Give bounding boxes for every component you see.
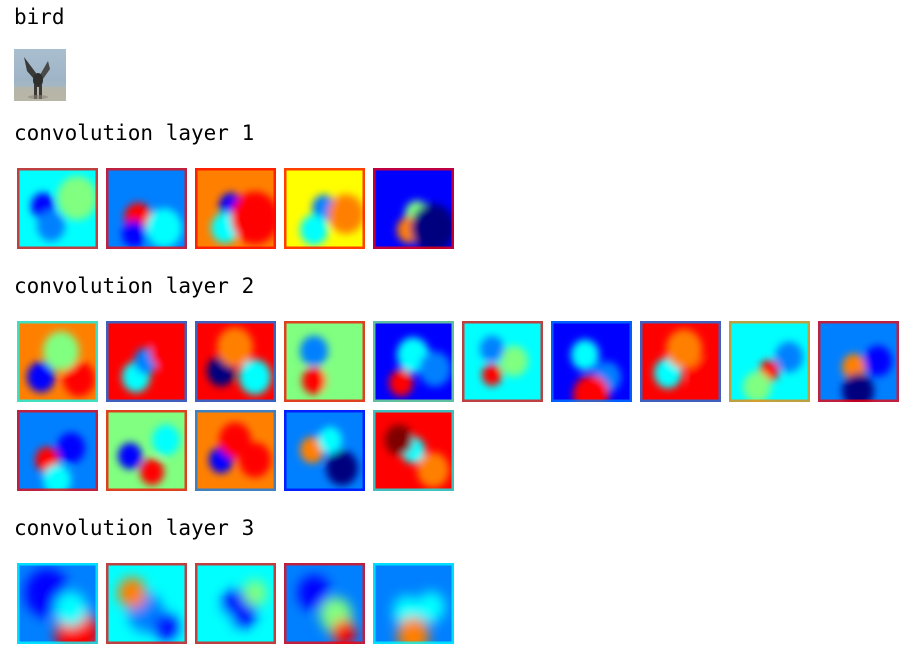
layer-1-title: convolution layer 1 — [14, 121, 255, 145]
feature-map — [17, 168, 98, 249]
feature-map — [462, 321, 543, 402]
feature-map — [373, 563, 454, 644]
feature-map — [818, 321, 899, 402]
feature-map — [640, 321, 721, 402]
feature-map — [17, 410, 98, 491]
input-bird-image — [14, 49, 66, 101]
feature-map — [17, 321, 98, 402]
layer-2-title: convolution layer 2 — [14, 274, 255, 298]
feature-map — [284, 410, 365, 491]
feature-map — [106, 410, 187, 491]
feature-map — [195, 321, 276, 402]
feature-map — [106, 563, 187, 644]
feature-map — [106, 321, 187, 402]
feature-map — [284, 168, 365, 249]
feature-map — [17, 563, 98, 644]
layer-3-title: convolution layer 3 — [14, 516, 255, 540]
feature-map — [195, 410, 276, 491]
feature-map — [106, 168, 187, 249]
feature-map — [373, 168, 454, 249]
feature-map — [551, 321, 632, 402]
feature-map — [195, 168, 276, 249]
feature-map — [195, 563, 276, 644]
feature-map — [729, 321, 810, 402]
input-class-label: bird — [14, 5, 65, 29]
feature-map — [373, 321, 454, 402]
feature-map — [373, 410, 454, 491]
feature-map — [284, 321, 365, 402]
feature-map — [284, 563, 365, 644]
